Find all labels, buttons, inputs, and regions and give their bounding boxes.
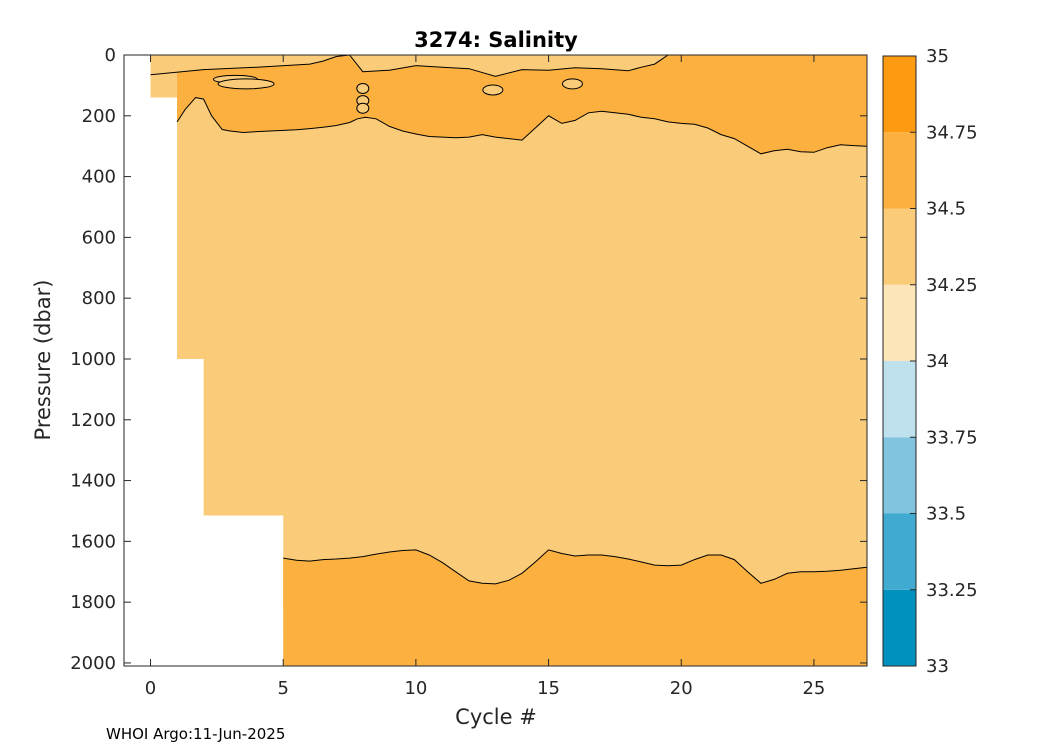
colorbar-level	[883, 589, 916, 666]
y-tick-label: 1400	[70, 471, 116, 492]
y-tick-label: 1000	[70, 349, 116, 370]
y-tick-label: 2000	[70, 653, 116, 674]
colorbar-tick-label: 33.75	[926, 427, 978, 448]
colorbar: 33 33.25 33.5 33.75 34 34.25 34.5 34.75 35	[882, 46, 978, 677]
x-tick-label: 20	[670, 678, 693, 699]
salinity-contour-island	[356, 82, 370, 94]
colorbar-tick-label: 34.5	[926, 199, 966, 220]
y-tick-label: 200	[82, 106, 116, 127]
x-tick-label: 25	[802, 678, 825, 699]
x-axis-label: Cycle #	[455, 705, 537, 729]
salinity-surface-34_25-34_5-cap	[150, 55, 668, 77]
x-tick-label: 15	[537, 678, 560, 699]
x-tick-label: 10	[404, 678, 427, 699]
y-tick-label: 400	[82, 167, 116, 188]
y-axis-label: Pressure (dbar)	[31, 280, 55, 441]
colorbar-tick-label: 34.75	[926, 122, 978, 143]
y-tick-label: 1200	[70, 410, 116, 431]
y-axis: 0 200 400 600 800 1000 1200 1400 1600 1800 2000	[70, 45, 867, 674]
salinity-34_5-deep-contour	[283, 549, 867, 585]
colorbar-tick-label: 33	[926, 656, 949, 677]
colorbar-tick-label: 33.25	[926, 580, 978, 601]
colorbar-tick-label: 35	[926, 46, 949, 67]
footer-credit: WHOI Argo:11-Jun-2025	[106, 725, 286, 743]
salinity-34_5-surface-contour	[150, 55, 669, 77]
colorbar-level	[883, 437, 916, 514]
salinity-contour-lines	[150, 55, 867, 585]
y-tick-label: 1800	[70, 592, 116, 613]
colorbar-tick-label: 33.5	[926, 504, 966, 525]
colorbar-level	[883, 56, 916, 133]
x-tick-label: 0	[145, 678, 156, 699]
colorbar-tick-label: 34	[926, 351, 949, 372]
colorbar-level	[883, 361, 916, 438]
y-tick-label: 800	[82, 288, 116, 309]
y-tick-label: 0	[105, 45, 116, 66]
salinity-contour-island	[482, 84, 504, 96]
plot-area-frame	[123, 54, 868, 667]
x-axis: 0 5 10 15 20 25	[145, 55, 825, 699]
salinity-contour-fill	[150, 55, 867, 666]
colorbar-level	[883, 132, 916, 209]
chart-title: 3274: Salinity	[414, 28, 578, 52]
colorbar-level	[883, 208, 916, 285]
colorbar-level	[883, 513, 916, 590]
colorbar-level	[883, 284, 916, 361]
salinity-34_25-34_5-region	[150, 55, 867, 666]
x-tick-label: 5	[277, 678, 288, 699]
salinity-34_5-upper-contour	[176, 97, 867, 155]
y-tick-label: 1600	[70, 531, 116, 552]
salinity-contour-island	[561, 78, 583, 90]
colorbar-tick-label: 34.25	[926, 275, 978, 296]
salinity-deep-34_5-34_75-layer	[283, 549, 867, 666]
salinity-contour-island	[217, 78, 275, 90]
y-tick-label: 600	[82, 227, 116, 248]
salinity-upper-34_5-34_75-layer	[177, 55, 867, 154]
salinity-contour-island	[356, 102, 370, 114]
